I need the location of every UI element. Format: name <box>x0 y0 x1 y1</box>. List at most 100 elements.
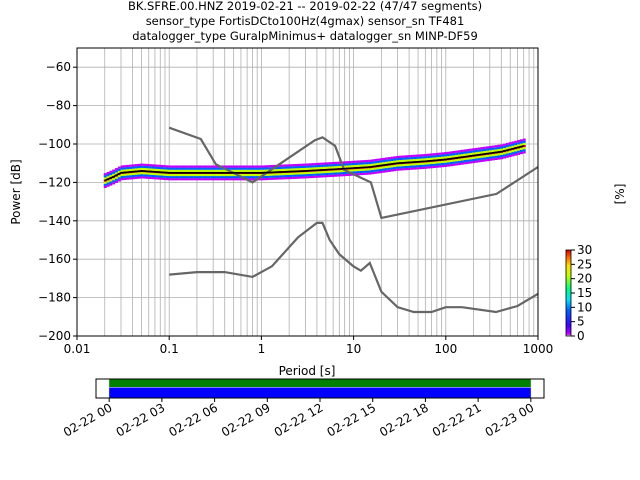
pdf-cell <box>165 165 169 168</box>
pdf-cell <box>494 145 498 148</box>
pdf-cell <box>514 151 518 154</box>
title-line-2: sensor_type FortisDCto100Hz(4gmax) senso… <box>146 14 465 28</box>
pdf-cell <box>398 166 402 169</box>
pdf-cell <box>233 165 237 168</box>
pdf-cell <box>410 157 414 160</box>
pdf-cell <box>306 163 310 166</box>
pdf-cell <box>323 175 327 178</box>
pdf-cell <box>216 176 220 179</box>
pdf-cell <box>354 169 358 172</box>
grid-minor <box>104 48 535 336</box>
pdf-cell <box>297 176 301 179</box>
pdf-cell <box>193 173 197 177</box>
pdf-cell <box>452 159 456 162</box>
pdf-cell <box>421 162 425 165</box>
pdf-cell <box>483 159 487 162</box>
pdf-cell <box>303 165 307 168</box>
pdf-cell <box>249 173 253 177</box>
timeline-tick-label: 02-22 15 <box>324 400 378 439</box>
pdf-cell <box>328 166 332 169</box>
pdf-cell <box>140 165 144 168</box>
pdf-cell <box>345 171 349 174</box>
y-axis-label: Power [dB] <box>9 159 23 224</box>
pdf-cell <box>452 150 456 154</box>
pdf-cell <box>483 155 487 158</box>
pdf-cell <box>365 172 369 175</box>
pdf-cell <box>328 164 332 167</box>
pdf-cell <box>424 156 428 159</box>
pdf-cell <box>432 153 436 156</box>
pdf-cell <box>435 165 439 168</box>
pdf-cell <box>224 173 228 177</box>
pdf-cell <box>272 175 276 178</box>
pdf-cell <box>238 173 242 177</box>
pdf-cell <box>486 158 490 162</box>
pdf-cell <box>106 184 110 187</box>
pdf-cell <box>283 164 287 167</box>
pdf-cell <box>503 152 507 155</box>
pdf-cell <box>441 162 445 166</box>
pdf-cell <box>393 168 397 172</box>
pdf-cell <box>452 153 456 156</box>
pdf-cell <box>264 165 268 168</box>
pdf-cell <box>519 149 523 153</box>
pdf-cell <box>120 167 124 170</box>
pdf-cell <box>514 153 518 156</box>
pdf-cell <box>286 172 290 175</box>
pdf-cell <box>334 166 338 169</box>
pdf-cell <box>373 163 377 166</box>
pdf-cell <box>159 167 163 170</box>
pdf-cell <box>300 172 304 175</box>
pdf-cell <box>387 165 391 168</box>
pdf-cell <box>207 169 211 172</box>
pdf-cell <box>134 174 138 177</box>
pdf-cell <box>292 176 296 179</box>
x-axis-ticks: 0.01 0.1 1 10 100 1000 <box>64 336 553 356</box>
pdf-cell <box>199 167 203 170</box>
pdf-cell <box>491 149 495 152</box>
pdf-cell <box>455 163 459 166</box>
pdf-cell <box>458 162 462 166</box>
pdf-cell <box>126 169 130 172</box>
pdf-cell <box>227 167 231 170</box>
pdf-cell <box>207 178 211 181</box>
pdf-cell <box>280 164 284 167</box>
pdf-cell <box>109 172 113 176</box>
pdf-cell <box>370 163 374 166</box>
pdf-cell <box>168 169 172 172</box>
pdf-cell <box>449 155 453 158</box>
pdf-cell <box>126 166 130 170</box>
pdf-cell <box>373 171 377 174</box>
pdf-cell <box>477 147 481 150</box>
pdf-cell <box>345 165 349 168</box>
pdf-cell <box>143 167 147 171</box>
pdf-cell <box>342 171 346 175</box>
pdf-cell <box>418 158 422 161</box>
pdf-cell <box>292 172 296 175</box>
pdf-cell <box>188 165 192 168</box>
pdf-cell <box>244 167 248 170</box>
pdf-cell <box>494 153 498 156</box>
pdf-cell <box>480 155 484 158</box>
pdf-cell <box>190 165 194 168</box>
pdf-cell <box>269 165 273 168</box>
pdf-cell <box>382 166 386 169</box>
pdf-cell <box>123 167 127 170</box>
pdf-cell <box>283 168 287 171</box>
pdf-cell <box>120 173 124 177</box>
pdf-cell <box>275 169 279 172</box>
pdf-cell <box>455 150 459 153</box>
pdf-cell <box>202 167 206 170</box>
pdf-cell <box>190 178 194 181</box>
pdf-cell <box>117 177 121 180</box>
pdf-cell <box>261 169 265 172</box>
pdf-cell <box>376 160 380 163</box>
pdf-cell <box>342 163 346 166</box>
pdf-cell <box>269 173 273 176</box>
pdf-cell <box>384 170 388 173</box>
pdf-cell <box>429 155 433 158</box>
pdf-cell <box>446 164 450 167</box>
pdf-cell <box>275 175 279 178</box>
pdf-cell <box>154 168 158 171</box>
